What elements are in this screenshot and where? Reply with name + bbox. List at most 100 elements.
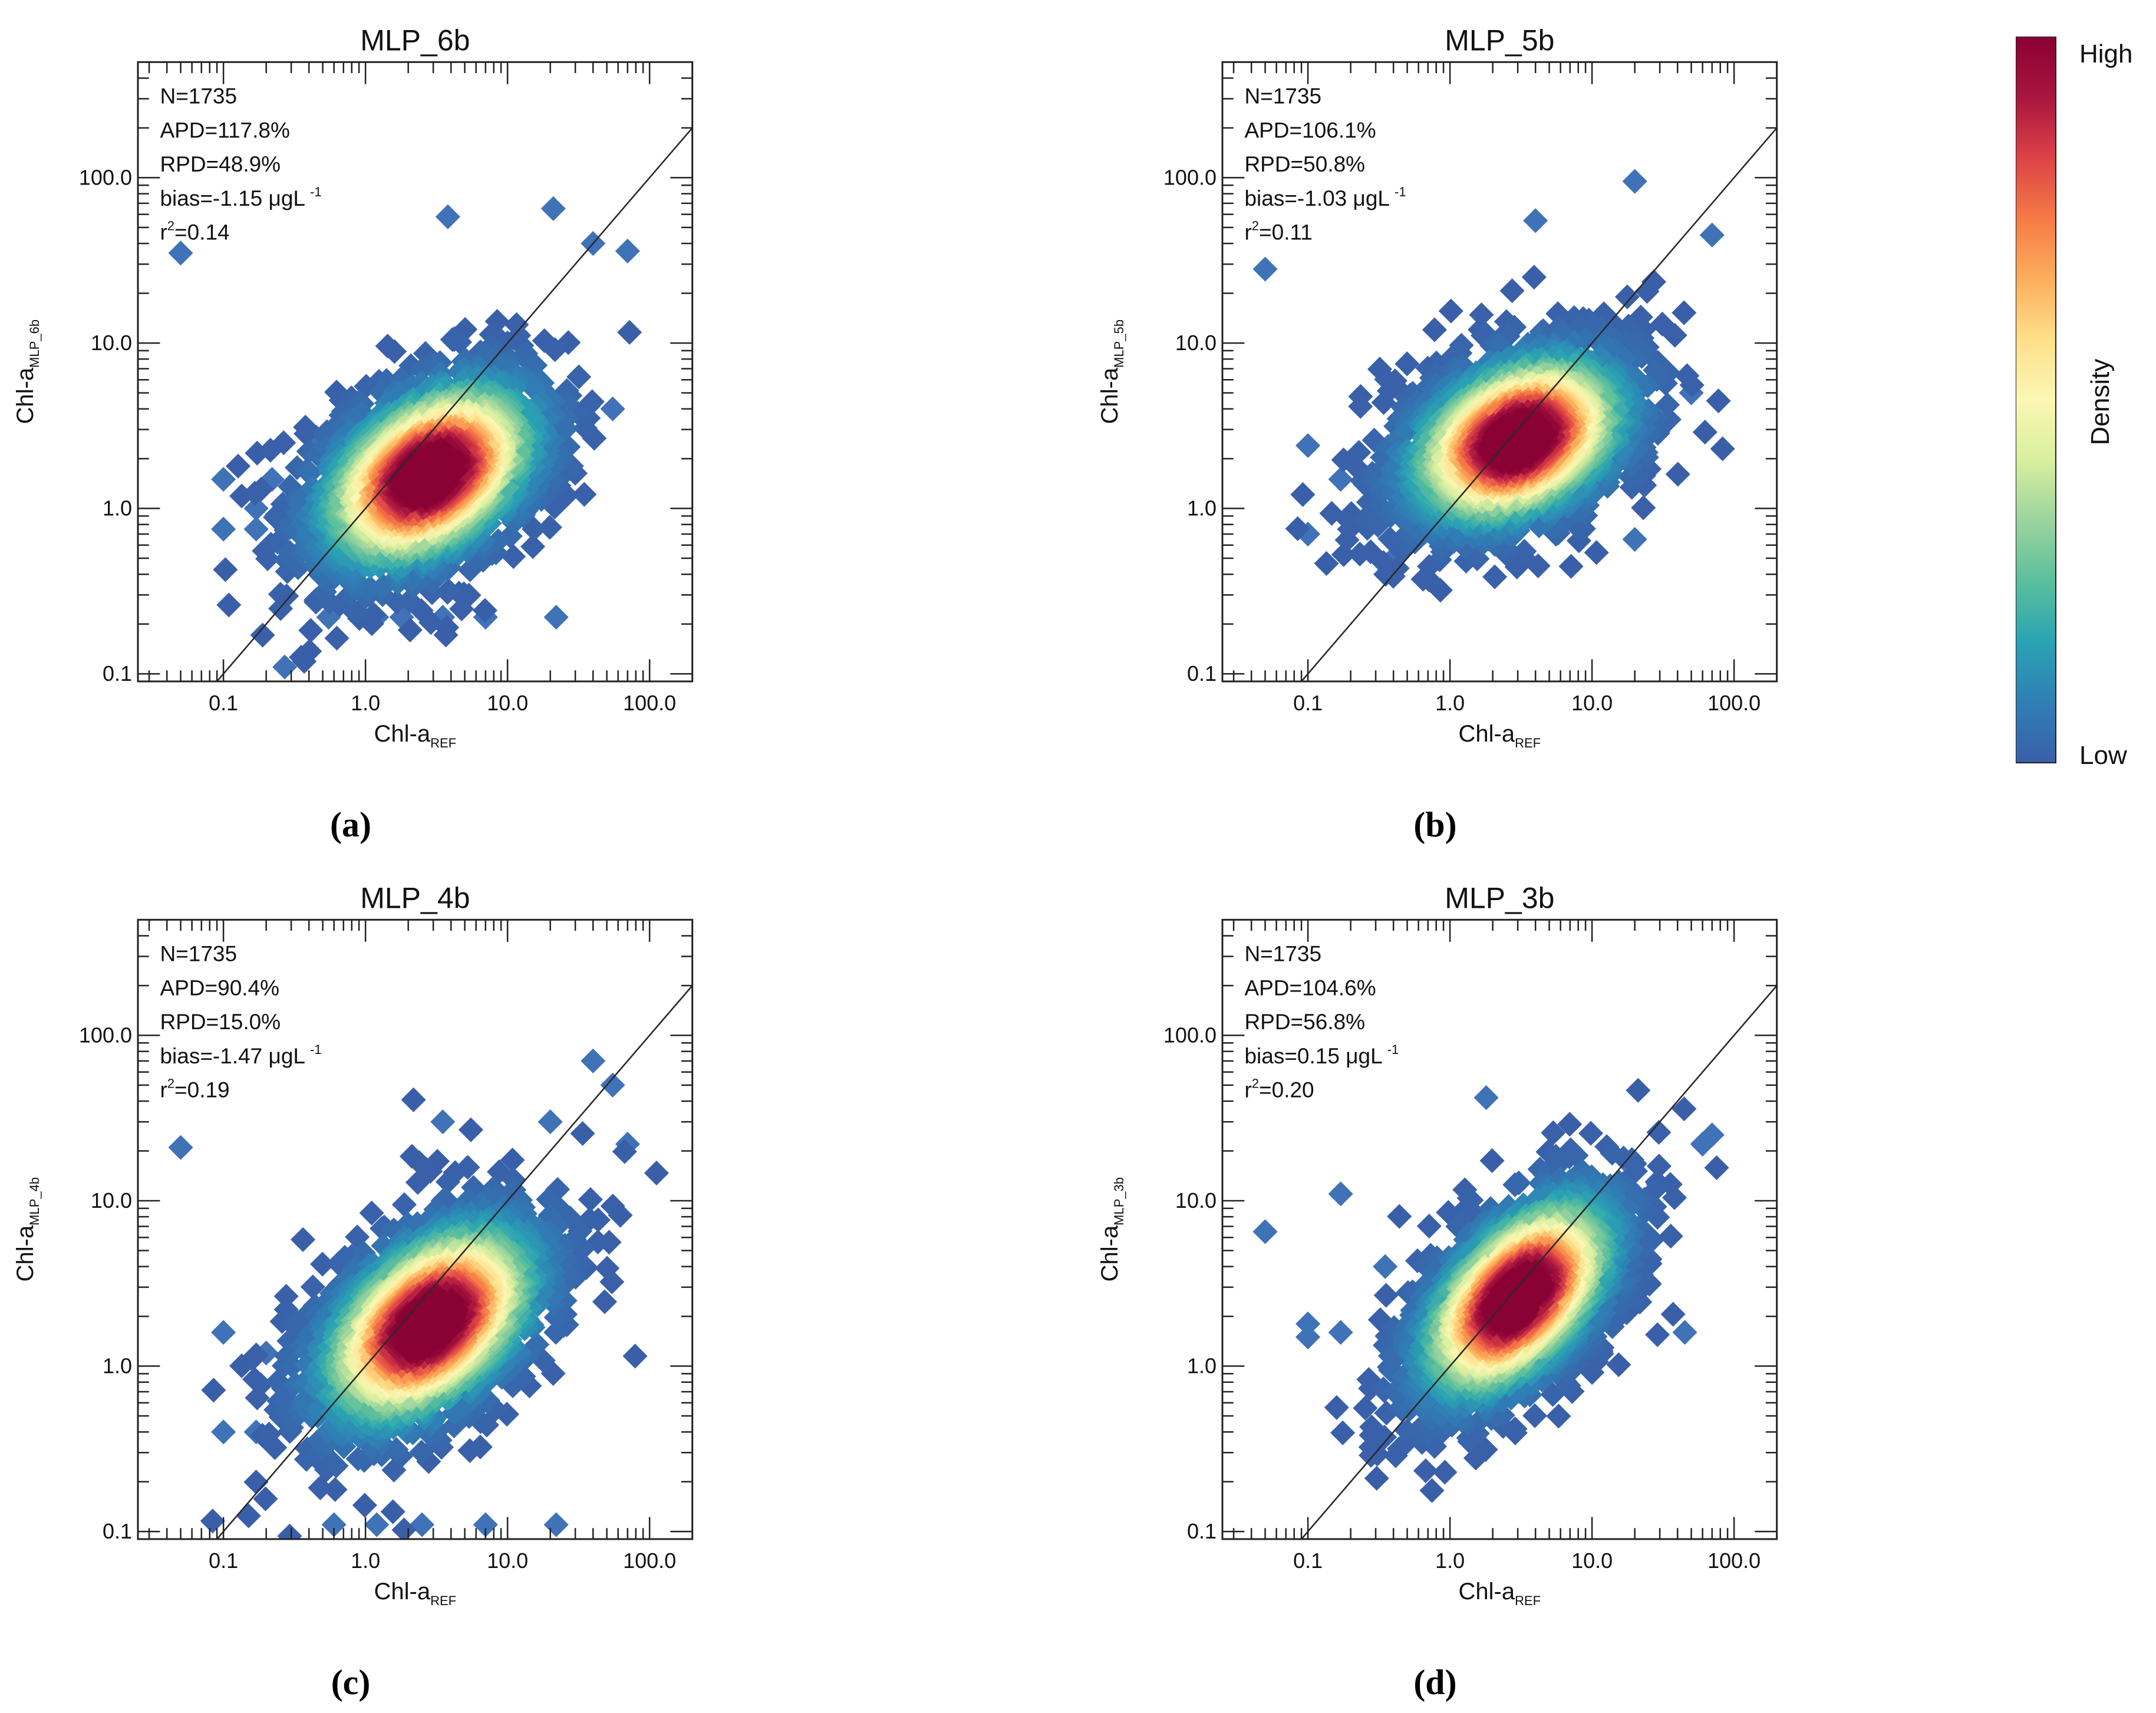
scatter-point [200, 1508, 225, 1534]
scatter-point [1383, 455, 1409, 480]
axis-ticks [138, 61, 693, 683]
scatter-point [1422, 317, 1448, 342]
scatter-point [520, 534, 546, 559]
scatter-point [283, 518, 309, 543]
scatter-point [600, 1193, 625, 1219]
scatter-point [248, 1372, 273, 1398]
scatter-point [324, 380, 350, 405]
scatter-point [1444, 521, 1469, 546]
scatter-point [1356, 489, 1381, 515]
scatter-point [277, 1328, 302, 1353]
scatter-point [1672, 300, 1697, 325]
scatter-point [361, 602, 386, 627]
x-tick-label: 100.0 [623, 691, 676, 715]
scatter-point [391, 1517, 417, 1539]
y-tick-label: 10.0 [91, 331, 132, 355]
scatter-point [265, 529, 290, 555]
scatter-point [271, 430, 296, 456]
scatter-point [537, 515, 562, 540]
scatter-point [1512, 539, 1537, 564]
scatter-point [401, 1087, 426, 1112]
scatter-point [540, 196, 566, 221]
scatter-point [344, 1386, 369, 1412]
scatter-point [1617, 363, 1643, 388]
scatter-point [542, 337, 568, 363]
scatter-point [1367, 357, 1393, 382]
scatter-point [236, 1503, 261, 1528]
scatter-point [502, 375, 528, 400]
scatter-point [300, 1274, 325, 1300]
scatter-point [1706, 388, 1731, 414]
y-tick-label: 0.1 [1187, 661, 1217, 686]
x-tick-label: 0.1 [209, 691, 238, 715]
scatter-point [543, 604, 569, 630]
scatter-point [1601, 312, 1627, 337]
scatter-point [536, 1187, 561, 1212]
scatter-point [436, 578, 461, 603]
scatter-point [567, 1218, 593, 1244]
scatter-point [435, 1169, 461, 1195]
scatter-panel-b: MLP_5b0.1 1.0 10.0 100.00.11.010.0100.0Chl-… [1097, 24, 1778, 750]
scatter-point [1366, 459, 1392, 485]
scatter-point [308, 1475, 333, 1501]
scatter-point [572, 416, 598, 441]
scatter-panel-c: MLP_4b0.1 1.0 10.0 100.00.11.010.0100.0Chl-… [12, 881, 694, 1608]
scatter-point [519, 468, 545, 493]
scatter-point [1469, 302, 1494, 328]
scatter-point [1504, 427, 1529, 453]
scatter-points [168, 1048, 669, 1539]
scatter-point [250, 622, 275, 648]
scatter-point [387, 380, 412, 406]
scatter-point [1499, 278, 1525, 304]
scatter-point [298, 618, 324, 643]
stat-bias: bias=-1.03 μgL -1 [1244, 185, 1406, 210]
scatter-point [1438, 298, 1463, 324]
scatter-point [570, 1121, 595, 1146]
scatter-point [1415, 355, 1440, 381]
scatter-point [506, 438, 532, 464]
scatter-point [281, 1407, 306, 1433]
scatter-point [168, 241, 193, 266]
scatter-point [592, 1289, 618, 1315]
scatter-point [380, 1499, 406, 1524]
scatter-point [243, 516, 269, 542]
scatter-point [397, 617, 423, 643]
scatter-point [1614, 284, 1640, 309]
stat-line: N=1735 [1244, 84, 1321, 108]
scatter-point [391, 1192, 417, 1217]
stat-r2: r2=0.14 [160, 219, 229, 245]
x-axis-label: Chl-aREF [1459, 721, 1541, 750]
scatter-point [1654, 392, 1680, 417]
scatter-point [278, 474, 303, 499]
scatter-point [273, 1283, 299, 1309]
scatter-point [622, 1343, 648, 1369]
scatter-point [359, 1200, 384, 1226]
scatter-point [290, 1227, 316, 1252]
stat-line: RPD=48.9% [160, 152, 281, 176]
scatter-point [556, 1261, 581, 1287]
scatter-point [1622, 526, 1647, 552]
scatter-point [345, 1446, 371, 1471]
scatter-point [449, 596, 474, 621]
scatter-point [381, 1217, 407, 1243]
scatter-point [435, 204, 460, 229]
plot-frame [1221, 61, 1778, 683]
scatter-point [1692, 420, 1717, 445]
scatter-point [277, 1523, 302, 1539]
scatter-point [328, 387, 354, 413]
scatter-point [273, 1297, 299, 1322]
scatter-point [211, 516, 236, 542]
scatter-point [243, 1470, 269, 1495]
scatter-point [321, 1512, 347, 1537]
scatter-point [581, 1048, 606, 1073]
scatter-point [417, 463, 442, 488]
x-tick-label: 10.0 [1571, 691, 1613, 715]
scatter-point [1331, 542, 1356, 567]
scatter-panel-a: MLP_6b0.1 1.0 10.0 100.00.11.010.0100.0Chl-… [12, 24, 694, 750]
scatter-point [1584, 540, 1609, 565]
y-tick-label: 100.0 [79, 165, 132, 189]
scatter-point [1358, 539, 1383, 565]
scatter-point [553, 459, 579, 485]
axis-ticks [1222, 61, 1778, 683]
